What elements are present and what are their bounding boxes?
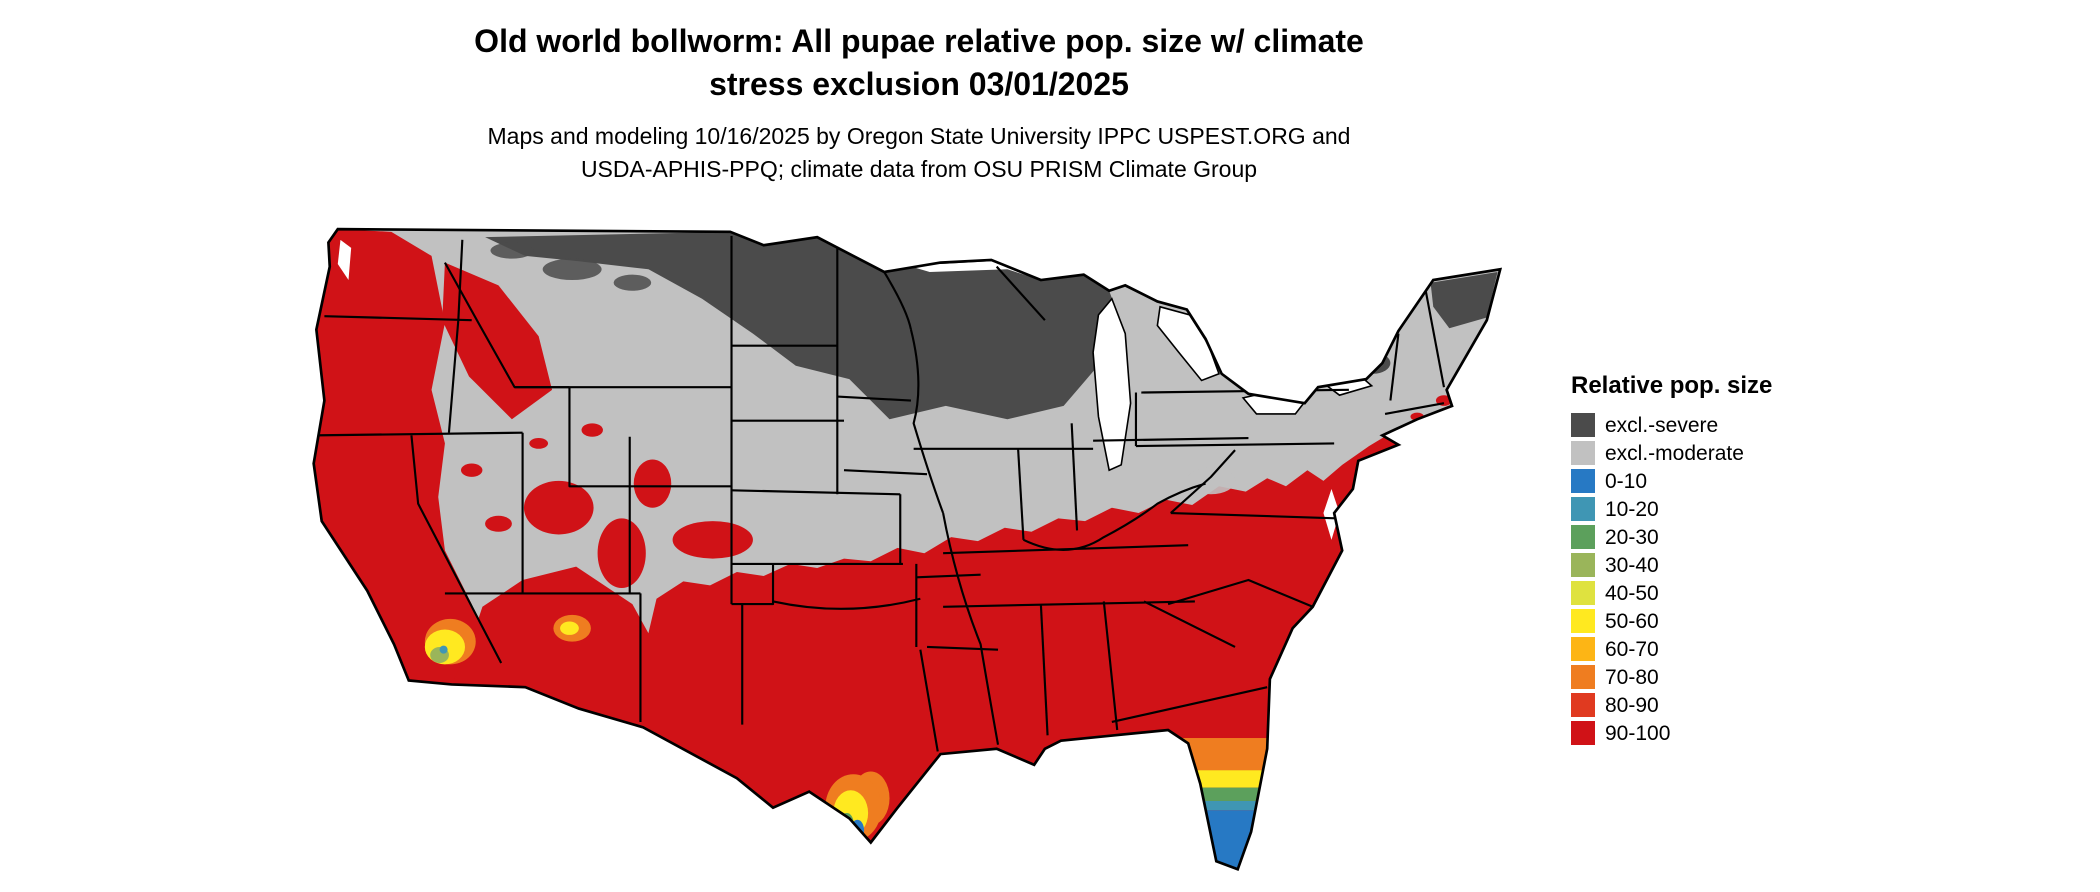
legend-item: 10-20 bbox=[1571, 496, 1891, 522]
legend-title: Relative pop. size bbox=[1571, 372, 1773, 399]
legend-item: 0-10 bbox=[1571, 468, 1891, 494]
legend-label: 20-30 bbox=[1605, 525, 1659, 549]
legend-swatch bbox=[1571, 721, 1595, 745]
legend-label: excl.-moderate bbox=[1605, 441, 1744, 465]
us-outline bbox=[312, 227, 1503, 872]
us-map-svg bbox=[312, 227, 1503, 879]
state-borders bbox=[313, 235, 1446, 752]
legend-label: 60-70 bbox=[1605, 637, 1659, 661]
title-line-2: stress exclusion 03/01/2025 bbox=[709, 65, 1129, 102]
legend-swatch bbox=[1571, 497, 1595, 521]
us-map bbox=[311, 202, 1527, 879]
legend-swatch bbox=[1571, 469, 1595, 493]
florida-keys bbox=[1200, 873, 1240, 879]
legend-label: 50-60 bbox=[1605, 609, 1659, 633]
legend-item: 60-70 bbox=[1571, 636, 1891, 662]
title-line-1: Old world bollworm: All pupae relative p… bbox=[474, 23, 1364, 59]
legend-label: 0-10 bbox=[1605, 469, 1648, 493]
region-florida-gradient bbox=[1178, 738, 1270, 870]
legend-swatch bbox=[1571, 441, 1595, 465]
subtitle: Maps and modeling 10/16/2025 by Oregon S… bbox=[311, 120, 1527, 187]
legend-label: 10-20 bbox=[1605, 497, 1659, 521]
legend-swatch bbox=[1571, 665, 1595, 689]
legend-item: excl.-severe bbox=[1571, 412, 1891, 438]
legend-label: 30-40 bbox=[1605, 553, 1659, 577]
legend-swatch bbox=[1571, 413, 1595, 437]
legend-item: excl.-moderate bbox=[1571, 440, 1891, 466]
region-socal-gradient bbox=[424, 614, 591, 665]
legend-swatch bbox=[1571, 553, 1595, 577]
map-raster-layers bbox=[313, 229, 1501, 879]
legend-swatch bbox=[1571, 693, 1595, 717]
legend-item: 20-30 bbox=[1571, 524, 1891, 550]
legend-label: 40-50 bbox=[1605, 581, 1659, 605]
legend-item: 80-90 bbox=[1571, 692, 1891, 718]
legend-label: excl.-severe bbox=[1605, 413, 1719, 437]
subtitle-line-2: USDA-APHIS-PPQ; climate data from OSU PR… bbox=[580, 156, 1258, 183]
legend-swatch bbox=[1571, 525, 1595, 549]
legend-item: 40-50 bbox=[1571, 580, 1891, 606]
legend: Relative pop. size excl.-severe excl.-mo… bbox=[1571, 372, 1891, 748]
legend-item: 30-40 bbox=[1571, 552, 1891, 578]
region-excl-severe bbox=[485, 231, 1498, 420]
legend-swatch bbox=[1571, 637, 1595, 661]
legend-item: 90-100 bbox=[1571, 720, 1891, 746]
legend-item: 70-80 bbox=[1571, 664, 1891, 690]
region-mottle-gray bbox=[1186, 467, 1236, 495]
legend-label: 70-80 bbox=[1605, 665, 1659, 689]
legend-swatch bbox=[1571, 609, 1595, 633]
legend-swatch bbox=[1571, 581, 1595, 605]
page-title: Old world bollworm: All pupae relative p… bbox=[311, 20, 1527, 106]
legend-label: 80-90 bbox=[1605, 693, 1659, 717]
legend-item: 50-60 bbox=[1571, 608, 1891, 634]
legend-label: 90-100 bbox=[1605, 721, 1671, 745]
subtitle-line-1: Maps and modeling 10/16/2025 by Oregon S… bbox=[487, 123, 1351, 149]
